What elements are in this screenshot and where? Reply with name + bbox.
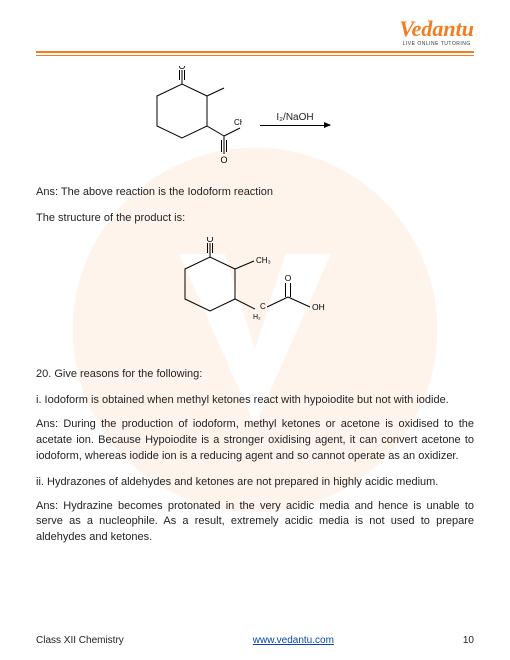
footer-link[interactable]: www.vedantu.com xyxy=(253,635,334,646)
oxygen-label-2: O xyxy=(220,155,227,165)
footer-page: 10 xyxy=(463,635,474,646)
product-ch2: H₂ xyxy=(253,314,261,321)
reaction-arrow: I₂/NaOH xyxy=(260,111,330,127)
reagent-label: I₂/NaOH xyxy=(276,111,313,126)
q20-i-question: i. Iodoform is obtained when methyl keto… xyxy=(36,393,474,409)
page-container: Vedantu LIVE ONLINE TUTORING O xyxy=(0,0,510,660)
structure-caption: The structure of the product is: xyxy=(36,211,474,227)
divider-thin xyxy=(36,55,474,56)
q20-ii-question: ii. Hydrazones of aldehydes and ketones … xyxy=(36,475,474,491)
product-methyl: CH₃ xyxy=(256,256,271,265)
product-co-oxygen: O xyxy=(285,273,292,283)
product-c: C xyxy=(260,302,266,311)
footer: Class XII Chemistry www.vedantu.com 10 xyxy=(36,635,474,646)
divider-thick xyxy=(36,51,474,53)
oxygen-label: O xyxy=(178,66,185,71)
product-structure: O CH₃ H₂ C O OH xyxy=(160,237,350,337)
header: Vedantu LIVE ONLINE TUTORING xyxy=(36,18,474,47)
product-scheme: O CH₃ H₂ C O OH xyxy=(36,237,474,337)
logo-text: Vedantu xyxy=(399,18,474,40)
q20-prompt: 20. Give reasons for the following: xyxy=(36,367,474,383)
footer-class: Class XII Chemistry xyxy=(36,635,124,646)
brand-logo: Vedantu LIVE ONLINE TUTORING xyxy=(399,18,474,47)
arrow-line xyxy=(260,125,330,126)
answer-intro: Ans: The above reaction is the Iodoform … xyxy=(36,185,474,201)
reactant-structure: O O CH₃ xyxy=(122,66,242,171)
product-oh: OH xyxy=(312,302,325,312)
reaction-scheme: O O CH₃ I₂/NaOH xyxy=(36,66,474,171)
q20-ii-answer: Ans: Hydrazine becomes protonated in the… xyxy=(36,499,474,547)
product-oxygen: O xyxy=(206,237,213,244)
logo-tagline: LIVE ONLINE TUTORING xyxy=(399,41,474,47)
q20-i-answer: Ans: During the production of iodoform, … xyxy=(36,417,474,465)
content-body: O O CH₃ I₂/NaOH Ans: The above reaction … xyxy=(36,66,474,546)
methyl-label: CH₃ xyxy=(234,118,242,127)
